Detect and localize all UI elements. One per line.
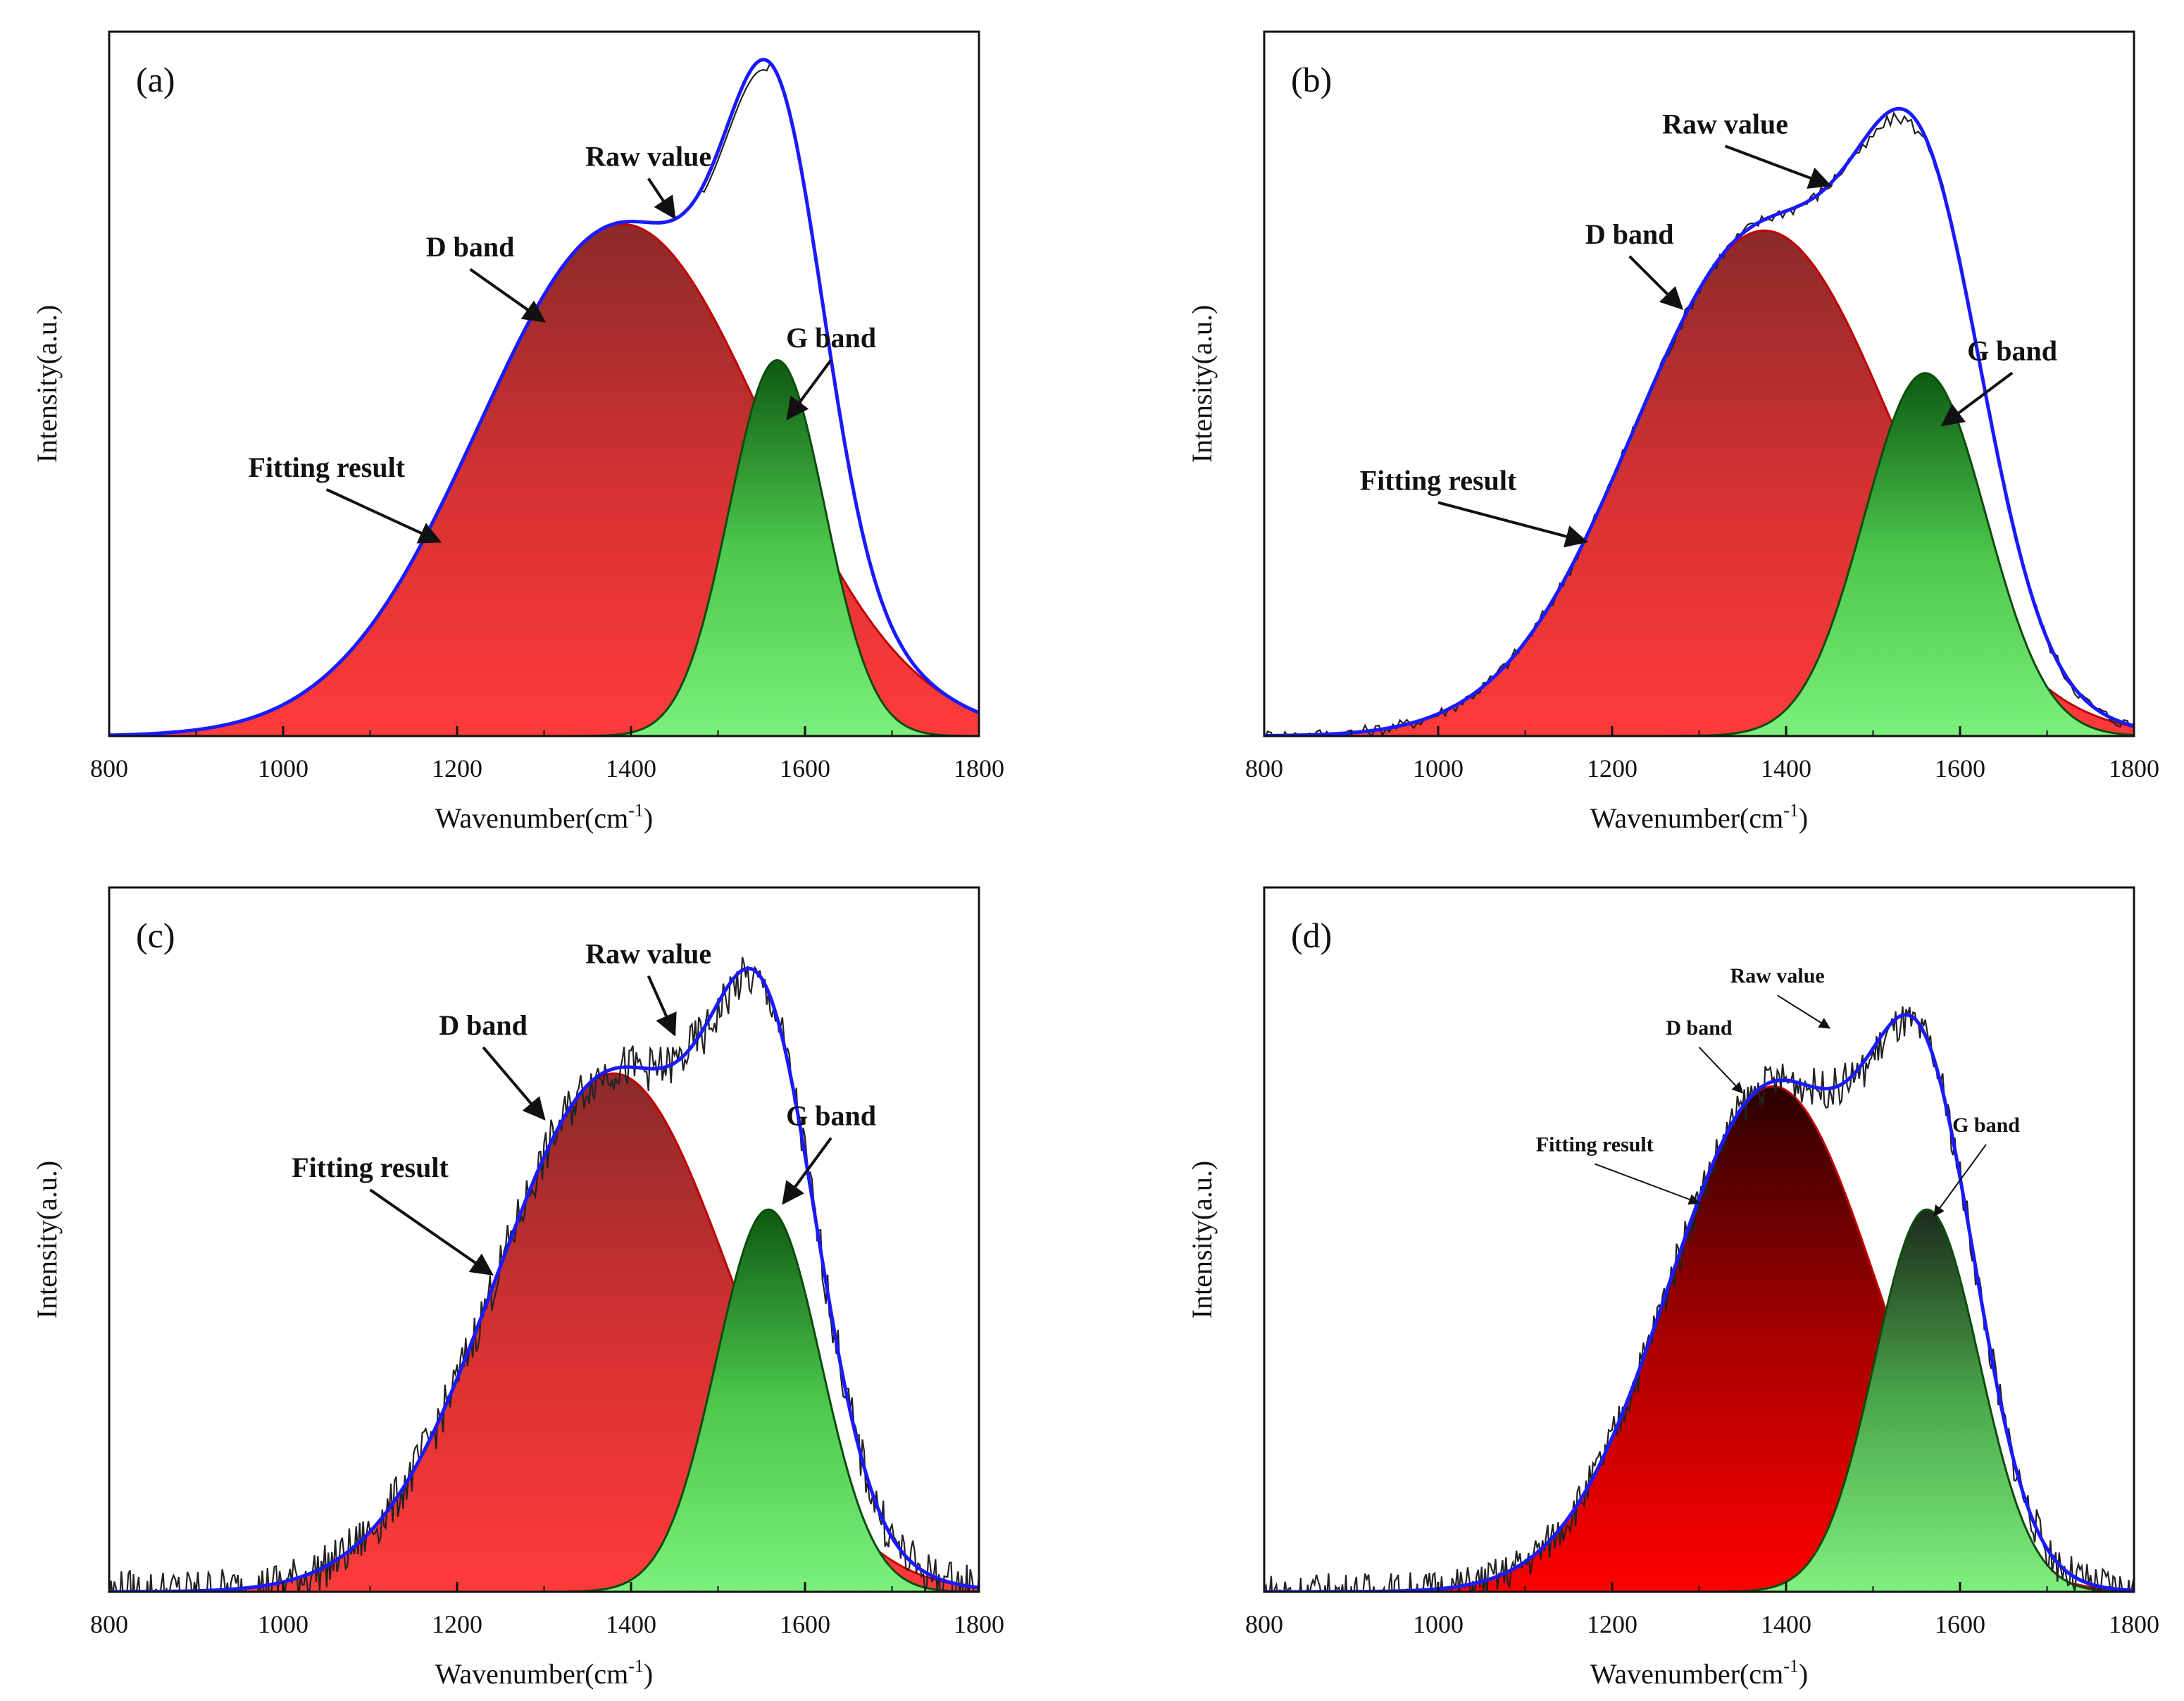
fitting-result-line [1264,106,2134,736]
annotation-arrow [1940,371,2014,427]
annotation-text: D band [1666,1016,1733,1040]
x-tick-label: 1800 [954,1610,1004,1638]
annotation-arrow [1594,1163,1700,1205]
x-tick-label: 1200 [432,1610,482,1638]
annotation-d-band: D band [439,1009,546,1121]
panel-label: (a) [136,60,175,99]
fitting-result-line [109,966,979,1592]
annotation-arrow [469,268,547,323]
fitting-result-line [109,58,979,736]
annotation-text: Raw value [585,140,711,172]
plot-area [1264,1006,2134,1592]
x-tick-label: 1000 [1413,1610,1464,1638]
x-tick-label: 1200 [1587,1610,1637,1638]
annotation-arrow [1698,1047,1744,1094]
annotation-text: Fitting result [292,1152,449,1183]
annotation-d-band: D band [1666,1016,1744,1094]
panel-b: 800 1000 1200 1400 1600 1800 Wavenumber(cm-1) I… [1186,30,2159,834]
x-tick-label: 1000 [258,1610,308,1638]
x-tick-label: 1800 [2109,1610,2159,1638]
panel-c: 800 1000 1200 1400 1600 1800 Wavenumber(cm-1) I… [31,886,1004,1690]
y-axis-title: Intensity(a.u.) [1186,1161,1218,1319]
annotation-arrow [1933,1144,1987,1217]
x-tick-label: 1200 [1587,754,1637,783]
annotation-fitting-result: Fitting result [1536,1133,1700,1205]
annotation-raw-value: Raw value [585,938,711,1037]
panel-a: 800 1000 1200 1400 1600 1800 Wavenumber(cm-1) I… [31,30,1004,834]
y-axis-title: Intensity(a.u.) [31,305,63,463]
x-axis-title: Wavenumber(cm-1) [435,1656,653,1690]
annotation-text: D band [1585,218,1674,250]
annotation-text: G band [1967,335,2057,366]
x-tick-label: 1400 [1761,754,1811,783]
x-axis-title: Wavenumber(cm-1) [435,800,653,834]
annotation-arrow [369,1188,494,1276]
annotation-text: Raw value [1730,964,1825,987]
g-band-area [109,359,979,736]
annotation-raw-value: Raw value [1662,108,1832,189]
x-tick-label: 1400 [1761,1610,1811,1638]
panel-label: (b) [1291,60,1332,99]
x-tick-label: 800 [90,1610,128,1638]
annotation-text: G band [786,1100,876,1132]
annotation-arrow [782,1137,832,1205]
annotation-g-band: G band [1940,335,2057,427]
raw-value-line [1264,1006,2134,1592]
x-tick-label: 800 [1245,1610,1283,1638]
annotation-text: G band [786,322,876,354]
annotation-arrow [482,1046,546,1121]
annotation-text: D band [439,1009,528,1041]
plot-area [109,58,979,736]
x-tick-label: 1600 [780,754,830,783]
annotation-g-band: G band [1933,1114,2020,1217]
annotation-text: D band [426,231,515,263]
annotation-g-band: G band [782,1100,876,1205]
annotation-text: Fitting result [248,451,405,483]
x-tick-label: 1600 [1935,754,1985,783]
x-tick-label: 1200 [432,754,482,783]
x-tick-label: 1000 [1413,754,1464,783]
annotation-text: Fitting result [1536,1133,1654,1156]
x-tick-label: 1800 [954,754,1004,783]
panel-d: 800 1000 1200 1400 1600 1800 Wavenumber(cm-1) I… [1186,886,2159,1690]
annotation-arrow [1777,995,1831,1029]
x-tick-label: 1400 [606,1610,656,1638]
x-tick-label: 1000 [258,754,308,783]
g-band-area [1264,1208,2134,1592]
annotation-text: Raw value [585,938,711,970]
annotation-fitting-result: Fitting result [1360,464,1589,548]
annotation-text: Raw value [1662,108,1788,139]
annotation-d-band: D band [426,231,547,323]
annotation-raw-value: Raw value [585,140,711,220]
x-tick-label: 800 [90,754,128,783]
x-tick-label: 1600 [1935,1610,1985,1638]
x-tick-label: 1400 [606,754,656,783]
plot-area [109,957,979,1592]
annotation-arrow [647,177,676,220]
annotation-d-band: D band [1585,218,1684,311]
y-axis-title: Intensity(a.u.) [31,1161,63,1319]
annotation-arrow [1724,144,1832,189]
annotation-arrow [1437,501,1589,548]
y-axis-title: Intensity(a.u.) [1186,305,1218,463]
x-tick-label: 800 [1245,754,1283,783]
annotation-g-band: G band [786,322,876,420]
annotation-arrow [1628,255,1684,311]
annotation-arrow [647,975,677,1037]
annotation-fitting-result: Fitting result [292,1152,494,1276]
x-tick-label: 1800 [2109,754,2159,783]
x-axis-title: Wavenumber(cm-1) [1590,1656,1808,1690]
annotation-arrow [325,488,442,544]
panel-label: (d) [1291,916,1332,955]
annotation-raw-value: Raw value [1730,964,1831,1029]
annotation-text: G band [1952,1114,2020,1137]
panel-label: (c) [136,916,175,955]
annotation-arrow [786,359,832,420]
x-axis-title: Wavenumber(cm-1) [1590,800,1808,834]
annotation-text: Fitting result [1360,464,1517,496]
x-tick-label: 1600 [780,1610,830,1638]
annotation-fitting-result: Fitting result [248,451,442,544]
plot-area [1264,106,2134,736]
